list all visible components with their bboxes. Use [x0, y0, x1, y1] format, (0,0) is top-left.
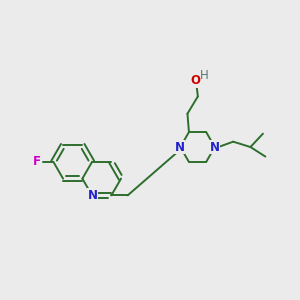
Text: N: N	[210, 140, 220, 154]
Text: N: N	[175, 140, 185, 154]
Text: H: H	[200, 68, 209, 82]
Text: F: F	[33, 155, 41, 168]
Text: O: O	[190, 74, 200, 88]
Text: N: N	[88, 189, 98, 202]
